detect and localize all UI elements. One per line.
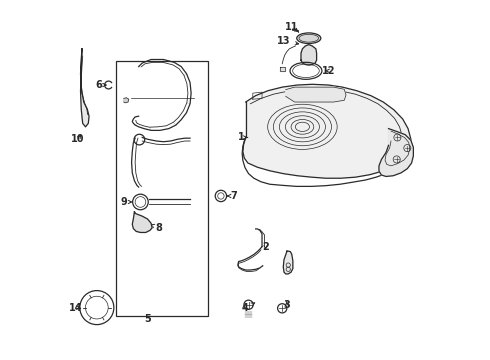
Bar [116,61,208,316]
Text: 2: 2 [262,242,269,252]
Polygon shape [280,67,285,71]
Polygon shape [283,251,293,274]
Text: 5: 5 [144,314,151,324]
Text: 14: 14 [69,303,82,312]
Text: 3: 3 [283,300,290,310]
Text: 12: 12 [321,66,335,76]
Text: 9: 9 [121,197,131,207]
Polygon shape [243,84,411,178]
Text: 7: 7 [227,191,237,201]
Text: 10: 10 [71,134,84,144]
Text: 6: 6 [96,80,106,90]
Polygon shape [80,49,89,127]
Polygon shape [132,212,152,233]
Text: 8: 8 [150,223,163,233]
Text: 4: 4 [242,303,255,313]
Text: 11: 11 [285,22,298,32]
Text: 1: 1 [238,132,247,143]
Text: 13: 13 [277,36,298,46]
Polygon shape [286,87,346,102]
Polygon shape [379,129,414,176]
Ellipse shape [297,33,321,44]
Polygon shape [301,45,317,65]
Polygon shape [124,98,129,103]
